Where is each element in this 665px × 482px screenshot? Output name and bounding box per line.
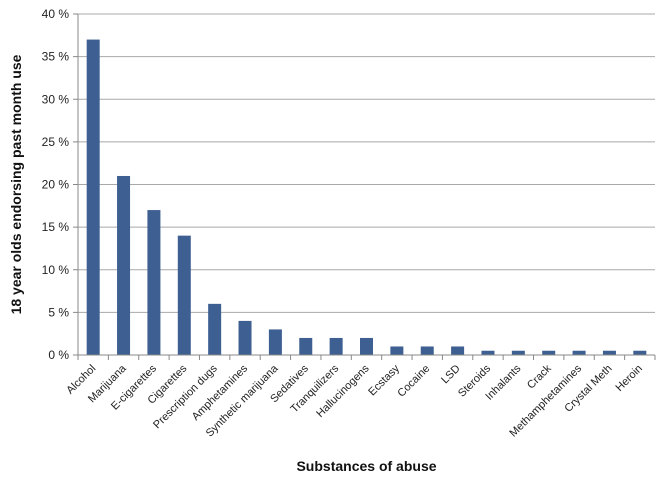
y-tick-label: 25 % [42, 135, 70, 149]
y-tick-label: 35 % [42, 50, 70, 64]
y-axis-ticks: 0 % 5 % 10 % 15 % 20 % 25 % 30 % 35 % 40 % [42, 7, 78, 362]
y-tick-label: 15 % [42, 220, 70, 234]
y-tick-label: 40 % [42, 7, 70, 21]
bar [542, 350, 556, 355]
y-axis-title: 18 year olds endorsing past month use [8, 54, 24, 314]
bar [329, 337, 343, 355]
x-axis-tick-labels: AlcoholMarijuanaE-cigarettesCigarettesPr… [64, 355, 656, 439]
bar [390, 346, 404, 355]
bar [177, 235, 191, 355]
bar [481, 350, 495, 355]
bar [238, 320, 252, 355]
bar [633, 350, 647, 355]
bar [268, 329, 282, 355]
x-tick-label: Crack [525, 362, 554, 391]
bars [86, 39, 647, 355]
x-tick-label: LSD [439, 363, 463, 387]
bar [420, 346, 434, 355]
y-tick-label: 5 % [48, 305, 69, 319]
bar [117, 175, 131, 355]
x-tick-label: Cocaine [395, 363, 432, 400]
bar [147, 210, 161, 355]
bar [451, 346, 465, 355]
y-tick-label: 20 % [42, 178, 70, 192]
bar [511, 350, 525, 355]
x-tick-label: Heroin [614, 363, 645, 394]
x-axis-title: Substances of abuse [296, 458, 436, 474]
gridlines [78, 13, 655, 313]
bar [299, 337, 313, 355]
bar [208, 303, 222, 355]
y-tick-label: 0 % [48, 348, 69, 362]
y-tick-label: 30 % [42, 92, 70, 106]
x-tick-label: Hallucinogens [314, 362, 372, 420]
bar [360, 337, 373, 355]
bar [86, 39, 100, 355]
bar [602, 350, 616, 355]
y-tick-label: 10 % [42, 263, 70, 277]
bar [572, 350, 586, 355]
